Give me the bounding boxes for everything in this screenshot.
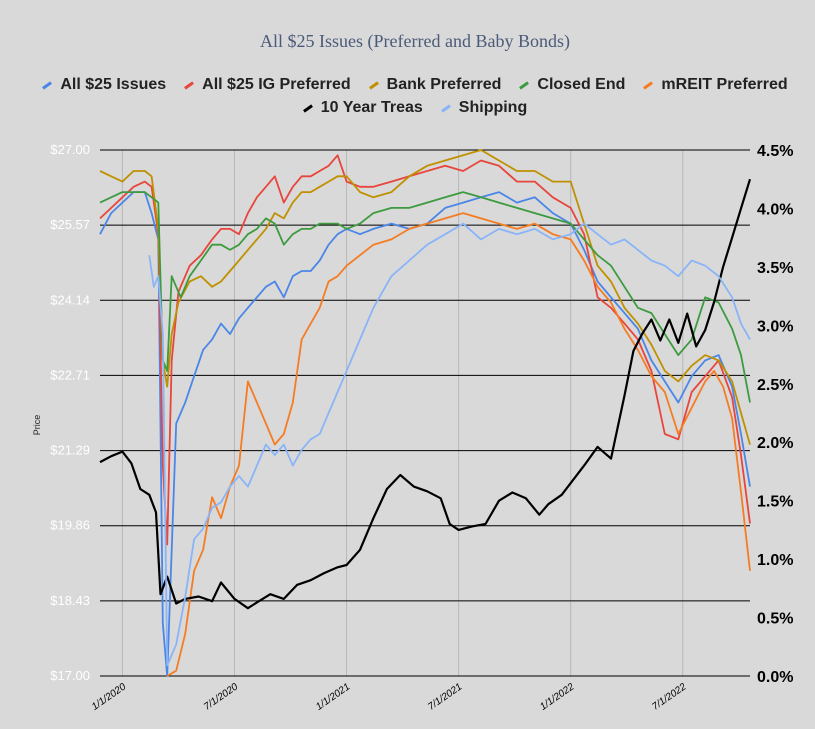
legend-item: All $25 Issues bbox=[42, 76, 166, 94]
legend-label: Closed End bbox=[537, 76, 626, 93]
y-left-tick-label: $24.14 bbox=[50, 292, 90, 307]
legend-label: mREIT Preferred bbox=[661, 76, 788, 93]
chart-title: All $25 Issues (Preferred and Baby Bonds… bbox=[260, 31, 570, 51]
y-right-tick-label: 2.0% bbox=[757, 435, 793, 452]
y-right-tick-label: 3.5% bbox=[757, 260, 793, 277]
legend-label: Shipping bbox=[458, 99, 528, 116]
legend-label: All $25 Issues bbox=[60, 76, 167, 93]
series-line-bank-preferred bbox=[99, 149, 751, 445]
x-tick-label: 1/1/2022 bbox=[538, 681, 577, 713]
legend-row-2: 10 Year Treas Shipping bbox=[0, 99, 815, 117]
y-left-tick-label: $18.43 bbox=[50, 593, 90, 608]
legend-item: mREIT Preferred bbox=[643, 76, 788, 94]
series-line-all-25-issues bbox=[99, 191, 751, 677]
legend-item: All $25 IG Preferred bbox=[184, 76, 351, 94]
y-left-tick-label: $17.00 bbox=[50, 668, 90, 683]
y-left-tick-label: $19.86 bbox=[50, 518, 90, 533]
series-line-closed-end bbox=[99, 191, 751, 403]
y-right-tick-label: 0.5% bbox=[757, 611, 793, 628]
series-line-mreit-preferred bbox=[166, 212, 751, 677]
x-tick-label: 7/1/2022 bbox=[650, 681, 689, 713]
y-right-tick-label: 1.0% bbox=[757, 552, 793, 569]
y-left-tick-label: $27.00 bbox=[50, 142, 90, 157]
y-left-tick-label: $22.71 bbox=[50, 367, 90, 382]
y-right-tick-label: 1.5% bbox=[757, 494, 793, 511]
legend-item: Shipping bbox=[440, 99, 528, 117]
legend-item: Closed End bbox=[519, 76, 625, 94]
y-left-tick-label: $25.57 bbox=[50, 217, 90, 232]
legend-item: 10 Year Treas bbox=[302, 99, 423, 117]
y-axis-label: Price bbox=[32, 415, 42, 436]
x-tick-label: 1/1/2021 bbox=[314, 681, 352, 712]
legend-label: All $25 IG Preferred bbox=[202, 76, 351, 93]
y-right-tick-label: 4.0% bbox=[757, 201, 793, 218]
series-line-all-25-ig-preferred bbox=[99, 154, 751, 546]
y-right-tick-label: 2.5% bbox=[757, 377, 793, 394]
legend-label: 10 Year Treas bbox=[320, 99, 423, 116]
x-tick-label: 1/1/2020 bbox=[90, 681, 129, 713]
y-left-tick-label: $21.29 bbox=[50, 443, 90, 458]
legend-row-1: All $25 Issues All $25 IG Preferred Bank P… bbox=[0, 76, 815, 94]
x-tick-label: 7/1/2020 bbox=[202, 681, 241, 713]
legend-label: Bank Preferred bbox=[386, 76, 502, 93]
y-right-tick-label: 4.5% bbox=[757, 143, 793, 160]
series-line-10-year-treas bbox=[99, 178, 752, 610]
y-right-tick-label: 3.0% bbox=[757, 318, 793, 335]
legend-item: Bank Preferred bbox=[368, 76, 502, 94]
x-tick-label: 7/1/2021 bbox=[426, 681, 464, 712]
series-line-shipping bbox=[148, 222, 751, 667]
y-right-tick-label: 0.0% bbox=[757, 669, 793, 686]
